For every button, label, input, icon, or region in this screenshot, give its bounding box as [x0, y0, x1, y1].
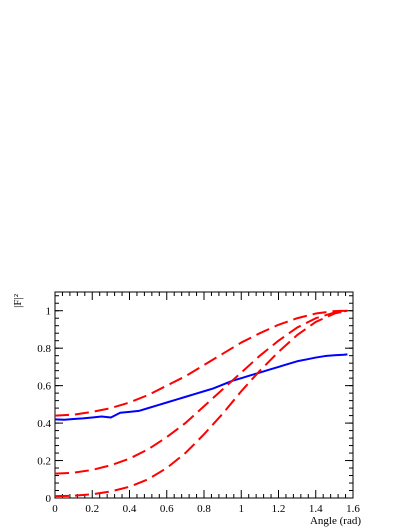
- x-tick-label: 1: [239, 503, 245, 515]
- y-tick-label: 1: [46, 306, 52, 318]
- dashed-curve-1: [54, 309, 348, 417]
- x-tick-label: 0: [52, 503, 58, 515]
- y-axis-label: |F|²: [12, 293, 24, 308]
- x-tick-label: 0.4: [123, 503, 137, 515]
- y-tick-label: 0.2: [37, 456, 51, 468]
- x-tick-label: 1.4: [309, 503, 323, 515]
- x-tick-label: 1.6: [346, 503, 360, 515]
- dashed-curve-2: [54, 309, 348, 475]
- x-tick-label: 1.2: [272, 503, 286, 515]
- x-tick-label: 0.2: [85, 503, 99, 515]
- series-layer: [54, 309, 348, 498]
- x-axis-label: Angle (rad): [310, 515, 361, 527]
- y-tick-label: 0.4: [37, 418, 51, 430]
- y-tick-label: 0.8: [37, 343, 51, 355]
- y-tick-label: 0.6: [37, 381, 51, 393]
- dashed-curve-3: [54, 309, 348, 498]
- y-tick-label: 0: [46, 493, 52, 505]
- x-tick-label: 0.6: [160, 503, 174, 515]
- x-tick-label: 0.8: [197, 503, 211, 515]
- solid-curve: [54, 353, 348, 421]
